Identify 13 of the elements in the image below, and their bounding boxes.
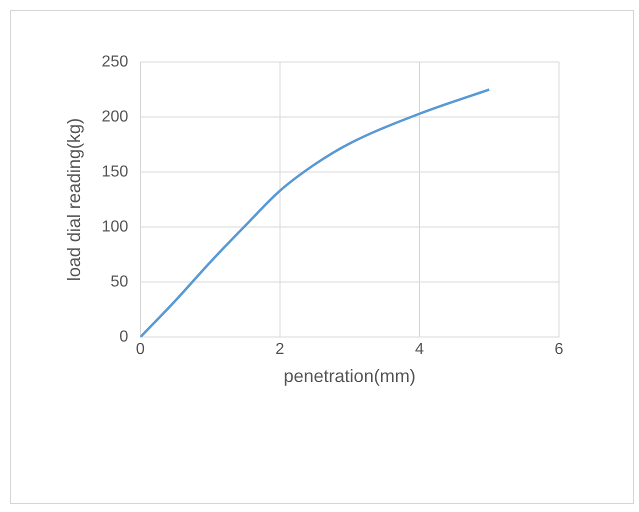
x-axis-title: penetration(mm) — [284, 366, 416, 386]
y-tick-label: 150 — [102, 163, 128, 180]
x-tick-label: 6 — [554, 341, 564, 358]
y-tick-label: 200 — [102, 108, 128, 126]
x-tick-label: 0 — [136, 341, 145, 358]
x-tick-label: 2 — [275, 341, 284, 358]
line-series — [140, 88, 490, 338]
y-tick-label: 250 — [102, 53, 128, 70]
x-tick-label: 4 — [414, 341, 424, 358]
y-axis-title: load dial reading(kg) — [64, 118, 84, 282]
y-tick-label: 0 — [119, 328, 128, 346]
y-tick-label: 50 — [110, 274, 128, 291]
y-tick-label: 100 — [102, 218, 128, 236]
